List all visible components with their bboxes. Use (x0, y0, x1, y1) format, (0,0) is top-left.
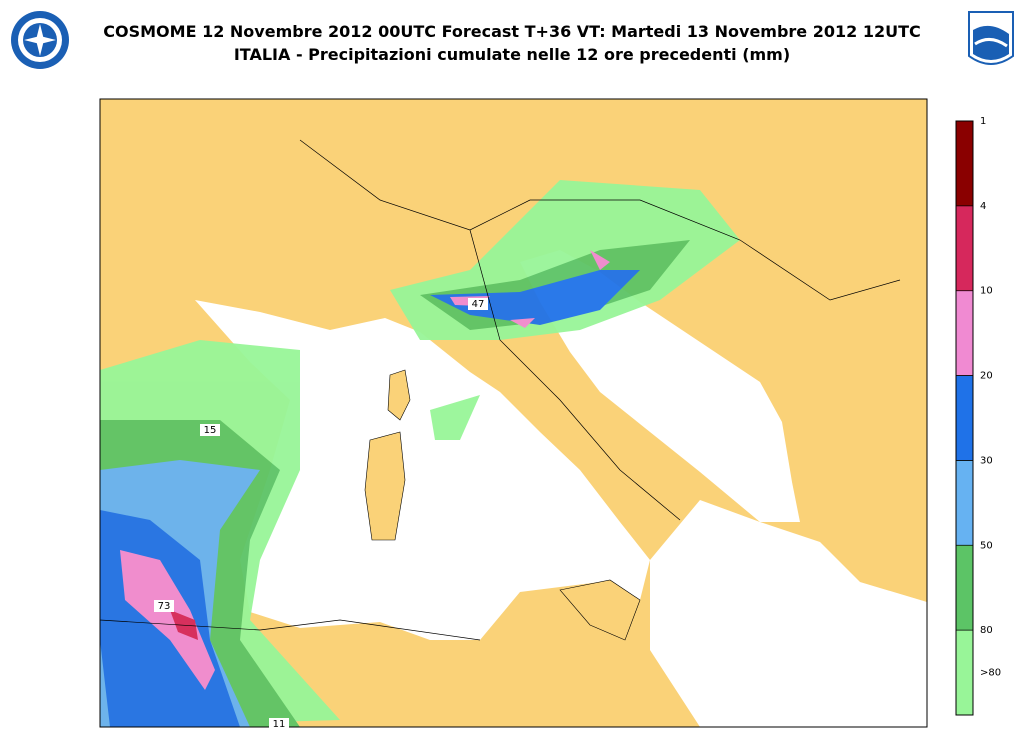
colorbar-band (956, 205, 973, 291)
title-line1: COSMOME 12 Novembre 2012 00UTC Forecast … (103, 22, 921, 41)
colorbar-label: 20 (980, 371, 993, 382)
colorbar-band (956, 545, 973, 631)
map-frame (99, 98, 928, 728)
logo-right (968, 11, 1014, 65)
colorbar-band (956, 375, 973, 461)
map (100, 99, 927, 727)
label-box (154, 600, 174, 612)
map-label: 47 (472, 299, 485, 310)
colorbar-band (956, 121, 973, 206)
map-label: 15 (204, 425, 217, 436)
map-label: 11 (273, 719, 286, 730)
colorbar-label: 10 (980, 286, 993, 297)
colorbar-band (956, 630, 973, 715)
colorbar-band (956, 460, 973, 546)
colorbar-label: >80 (980, 668, 1001, 679)
colorbar-label: 50 (980, 540, 993, 551)
label-box (269, 718, 289, 730)
title-line2: ITALIA - Precipitazioni cumulate nelle 1… (234, 45, 790, 64)
colorbar-label: 4 (980, 201, 986, 212)
colorbar-label: 1 (980, 116, 986, 127)
colorbar-band (956, 290, 973, 376)
colorbar-label: 30 (980, 455, 993, 466)
colorbar: 1 4 10 20 30 50 80 >80 (955, 116, 1001, 716)
label-box (200, 424, 220, 436)
label-box (468, 298, 488, 310)
colorbar-frame (955, 120, 974, 716)
logo-left (11, 11, 69, 69)
map-labels: 47 15 73 11 (154, 298, 488, 730)
colorbar-label: 80 (980, 625, 993, 636)
map-label: 73 (158, 601, 171, 612)
